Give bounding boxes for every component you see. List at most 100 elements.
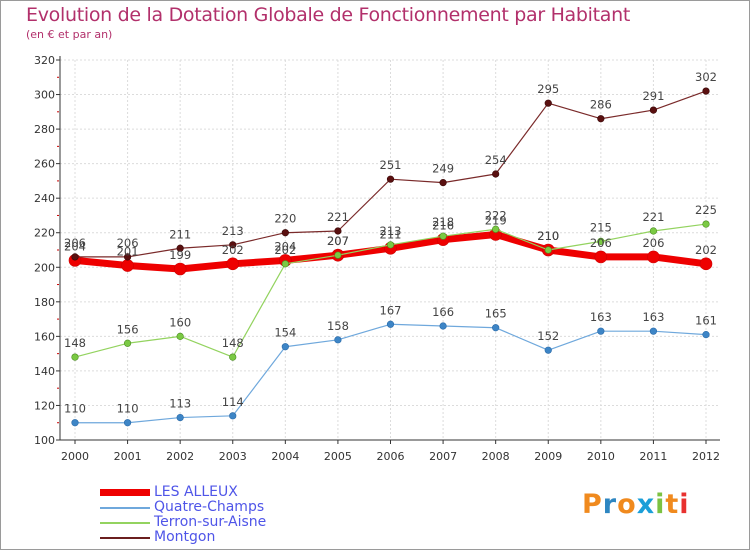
- data-point: [123, 253, 132, 261]
- data-point: [544, 346, 552, 354]
- data-label: 249: [432, 162, 454, 176]
- data-label: 166: [432, 305, 454, 319]
- logo-letter: t: [665, 489, 680, 520]
- x-tick-label: 2008: [482, 450, 510, 463]
- y-tick-label: 200: [34, 261, 55, 274]
- data-label: 221: [327, 210, 349, 224]
- chart-title: Evolution de la Dotation Globale de Fonc…: [26, 4, 631, 26]
- data-point: [229, 241, 237, 249]
- data-label: 114: [222, 395, 244, 409]
- data-label: 207: [327, 234, 349, 248]
- data-point: [386, 175, 395, 183]
- data-point: [647, 250, 660, 264]
- legend-item-montgon: Montgon: [100, 530, 266, 545]
- legend-swatch: [100, 536, 150, 539]
- data-point: [334, 336, 342, 344]
- y-tick-label: 120: [34, 399, 55, 412]
- data-label: 218: [432, 215, 454, 229]
- legend-swatch: [100, 506, 150, 509]
- data-label: 202: [274, 243, 296, 257]
- data-label: 161: [695, 314, 717, 328]
- x-tick-label: 2010: [587, 450, 615, 463]
- data-label: 154: [274, 326, 296, 340]
- data-label: 206: [642, 236, 664, 250]
- legend-label: Montgon: [154, 529, 216, 545]
- y-tick-label: 300: [34, 89, 55, 102]
- legend-label: Quatre-Champs: [154, 499, 265, 515]
- data-point: [492, 225, 500, 233]
- data-point: [386, 241, 395, 249]
- data-point: [597, 237, 605, 245]
- y-tick-label: 180: [34, 296, 55, 309]
- data-point: [649, 327, 658, 335]
- data-point: [649, 106, 658, 114]
- y-tick-label: 140: [34, 365, 55, 378]
- data-label: 206: [590, 236, 612, 250]
- data-label: 152: [537, 329, 559, 343]
- proxiti-logo: Proxiti: [582, 489, 690, 520]
- logo-letter: r: [602, 489, 618, 520]
- data-label: 204: [274, 239, 296, 253]
- data-point: [492, 324, 500, 332]
- legend-swatch: [100, 489, 150, 496]
- data-point: [281, 343, 289, 351]
- y-tick-label: 220: [34, 227, 55, 240]
- data-label: 167: [380, 303, 402, 317]
- data-label: 210: [537, 229, 559, 243]
- data-label: 286: [590, 98, 612, 112]
- x-tick-label: 2006: [377, 450, 405, 463]
- y-tick-label: 260: [34, 158, 55, 171]
- data-point: [123, 339, 132, 347]
- data-label: 163: [590, 310, 612, 324]
- data-label: 302: [695, 70, 717, 84]
- y-tick-label: 280: [34, 123, 55, 136]
- data-label: 213: [380, 224, 402, 238]
- data-label: 215: [590, 220, 612, 234]
- data-point: [702, 220, 710, 228]
- data-label: 221: [642, 210, 664, 224]
- data-point: [334, 227, 342, 235]
- x-tick-label: 2007: [429, 450, 457, 463]
- data-label: 216: [432, 219, 454, 233]
- data-label: 158: [327, 319, 349, 333]
- data-point: [281, 229, 289, 237]
- data-label: 222: [485, 208, 507, 222]
- data-point: [492, 170, 500, 178]
- y-tick-label: 160: [34, 330, 55, 343]
- data-label: 156: [117, 322, 139, 336]
- data-point: [439, 322, 447, 330]
- data-label: 211: [380, 227, 402, 241]
- data-label: 165: [485, 307, 507, 321]
- x-tick-label: 2011: [639, 450, 667, 463]
- data-label: 206: [117, 236, 139, 250]
- data-point: [544, 99, 552, 107]
- data-label: 148: [64, 336, 86, 350]
- data-label: 201: [117, 245, 139, 259]
- data-point: [71, 353, 79, 361]
- data-point: [71, 253, 79, 261]
- data-label: 207: [327, 234, 349, 248]
- legend-label: LES ALLEUX: [154, 484, 238, 500]
- data-point: [699, 257, 713, 271]
- data-point: [439, 232, 447, 240]
- logo-letter: i: [679, 489, 690, 520]
- data-label: 225: [695, 203, 717, 217]
- data-point: [334, 251, 342, 259]
- x-tick-label: 2009: [534, 450, 562, 463]
- legend-item-quatre-champs: Quatre-Champs: [100, 500, 266, 515]
- data-point: [597, 115, 605, 123]
- data-label: 220: [274, 212, 296, 226]
- data-label: 202: [695, 243, 717, 257]
- chart-subtitle: (en € et par an): [26, 28, 113, 41]
- data-label: 113: [169, 397, 191, 411]
- data-point: [71, 419, 79, 427]
- data-point: [281, 260, 289, 268]
- logo-letter: x: [636, 489, 656, 520]
- data-point: [173, 262, 187, 276]
- x-tick-label: 2012: [692, 450, 720, 463]
- legend-label: Terron-sur-Aisne: [154, 514, 267, 530]
- legend-item-les-alleux: LES ALLEUX: [100, 485, 266, 500]
- data-point: [176, 332, 184, 340]
- data-label: 160: [169, 315, 191, 329]
